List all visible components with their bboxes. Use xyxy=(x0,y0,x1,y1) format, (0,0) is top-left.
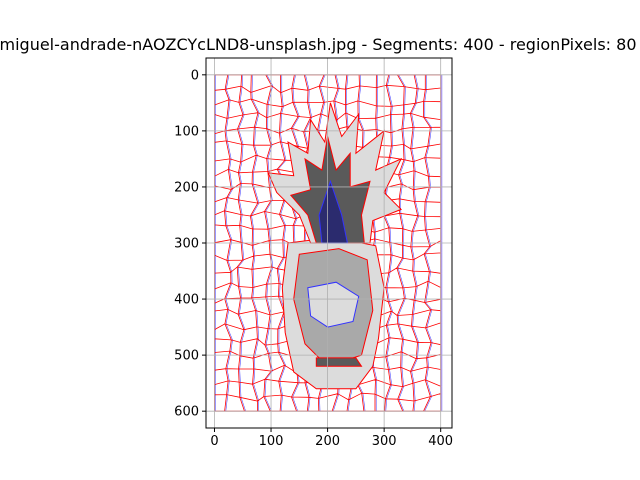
fruit-highlight xyxy=(307,281,360,328)
grid-lines xyxy=(206,58,452,428)
x-tick-label: 0 xyxy=(210,434,218,449)
x-tick-label: 200 xyxy=(315,434,340,449)
y-tick-label: 200 xyxy=(174,180,199,195)
fruit-base xyxy=(315,357,363,367)
y-tick-label: 500 xyxy=(174,349,199,364)
y-tick-label: 100 xyxy=(174,124,199,139)
y-tick-label: 300 xyxy=(174,237,199,252)
y-tick-label: 0 xyxy=(191,68,199,83)
x-tick-label: 400 xyxy=(428,434,453,449)
y-axis: 0 100 200 300 400 500 600 xyxy=(174,68,206,420)
x-axis: 0 100 200 300 400 xyxy=(210,428,453,449)
x-tick-label: 300 xyxy=(372,434,397,449)
superpixel-edges xyxy=(215,74,443,412)
y-tick-label: 400 xyxy=(174,293,199,308)
pineapple-segments xyxy=(267,102,403,390)
y-tick-label: 600 xyxy=(174,405,199,420)
x-tick-label: 100 xyxy=(259,434,284,449)
chart-title: miguel-andrade-nAOZCYcLND8-unsplash.jpg … xyxy=(0,35,637,54)
